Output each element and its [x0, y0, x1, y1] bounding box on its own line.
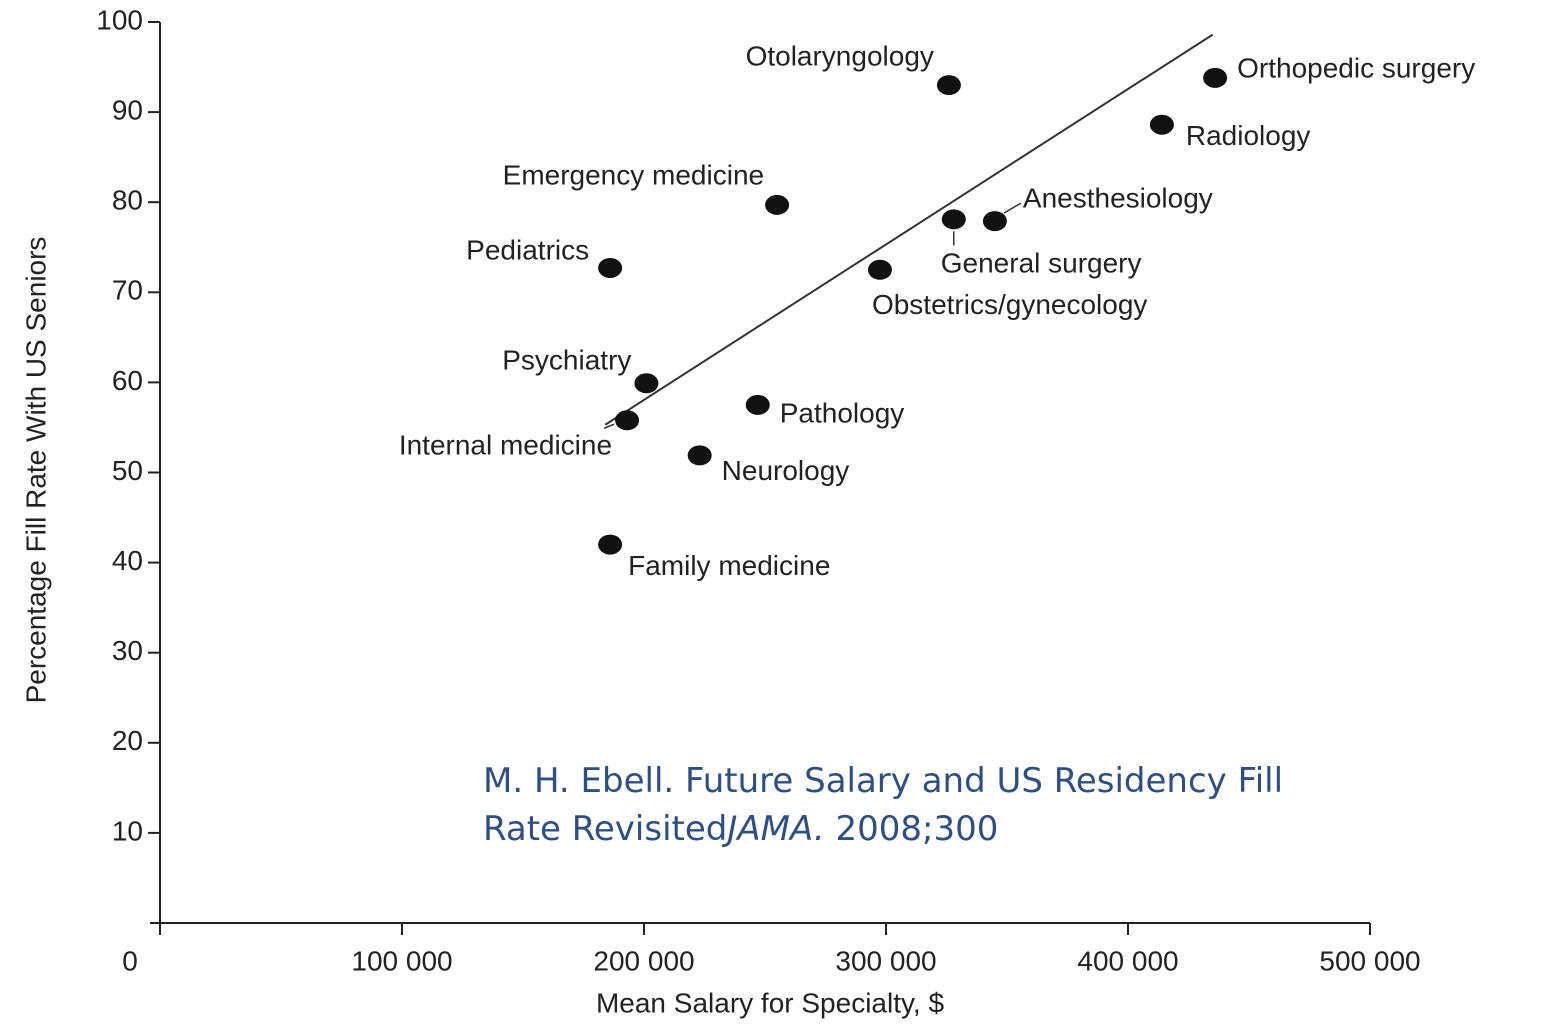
point — [598, 534, 623, 555]
point — [598, 257, 623, 278]
point-label: Family medicine — [628, 550, 830, 581]
y-tick-label: 60 — [112, 365, 143, 396]
point — [1149, 114, 1174, 135]
x-tick-label: 0 — [122, 945, 138, 976]
point — [1203, 67, 1228, 88]
leader-line — [1003, 202, 1022, 214]
y-axis-label: Percentage Fill Rate With US Seniors — [20, 237, 51, 704]
point-label: General surgery — [941, 248, 1142, 279]
point-label: Emergency medicine — [503, 159, 764, 190]
point — [982, 211, 1007, 232]
y-tick-label: 100 — [96, 4, 143, 35]
y-tick-label: 80 — [112, 185, 143, 216]
point-label: Pediatrics — [466, 234, 589, 265]
y-tick-label: 70 — [112, 275, 143, 306]
point — [867, 259, 892, 280]
point — [941, 209, 966, 230]
annotation: Rate RevisitedJAMA. 2008;300 — [483, 809, 998, 849]
point — [745, 394, 770, 415]
point-label: Pathology — [780, 397, 905, 428]
point — [765, 194, 790, 215]
y-tick-label: 20 — [112, 725, 143, 756]
annotation-line: M. H. Ebell. Future Salary and US Reside… — [483, 761, 1283, 801]
leader-line — [603, 423, 615, 429]
y-tick-label: 50 — [112, 455, 143, 486]
point-label: Radiology — [1186, 120, 1311, 151]
point-label: Psychiatry — [502, 345, 631, 376]
point-label: Otolaryngology — [746, 40, 934, 71]
trend-line — [604, 33, 1214, 426]
point — [687, 445, 712, 466]
x-tick-label: 300 000 — [835, 945, 936, 976]
point — [634, 373, 659, 394]
annotation-line: Rate Revisited — [483, 809, 727, 849]
annotation: M. H. Ebell. Future Salary and US Reside… — [483, 761, 1283, 801]
annotation-citation: 2008;300 — [825, 809, 999, 849]
x-axis-label: Mean Salary for Specialty, $ — [596, 987, 945, 1018]
x-tick-label: 400 000 — [1077, 945, 1178, 976]
point-label: Obstetrics/gynecology — [872, 289, 1147, 320]
y-tick-label: 40 — [112, 545, 143, 576]
y-tick-label: 90 — [112, 94, 143, 125]
x-tick-label: 500 000 — [1319, 945, 1420, 976]
point-label: Internal medicine — [399, 430, 612, 461]
annotation-journal: JAMA. — [721, 809, 824, 849]
point-label: Neurology — [722, 455, 850, 486]
y-tick-label: 10 — [112, 815, 143, 846]
point-label: Anesthesiology — [1023, 183, 1213, 214]
x-tick-label: 200 000 — [593, 945, 694, 976]
y-tick-label: 30 — [112, 635, 143, 666]
point — [936, 75, 961, 96]
x-tick-label: 100 000 — [351, 945, 452, 976]
point-label: Orthopedic surgery — [1237, 52, 1475, 83]
point — [615, 410, 640, 431]
